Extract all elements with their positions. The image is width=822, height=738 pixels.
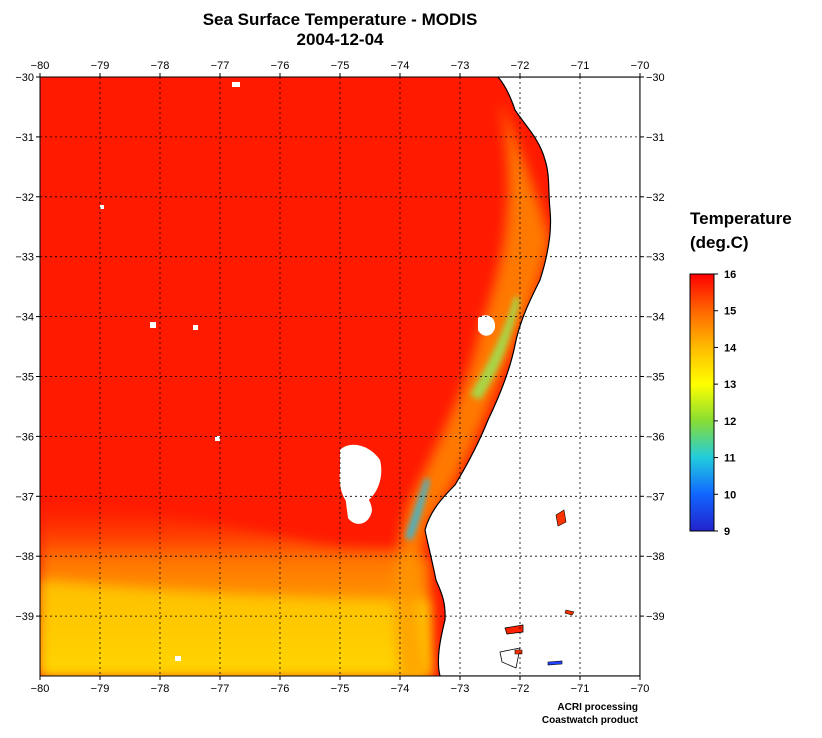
tick-label-lon-bottom: −78: [151, 683, 170, 695]
tick-label-lat-left: −35: [15, 372, 34, 384]
legend-label: 12: [724, 416, 736, 428]
legend-label: 15: [724, 306, 736, 318]
tick-label-lon-top: −70: [631, 60, 650, 72]
cloud-gap: [339, 444, 382, 506]
tick-label-lon-bottom: −72: [511, 683, 530, 695]
tick-label-lon-top: −76: [271, 60, 290, 72]
tick-label-lon-top: −78: [151, 60, 170, 72]
land-area: [424, 77, 640, 676]
tick-label-lon-bottom: −73: [451, 683, 470, 695]
tick-label-lat-left: −36: [15, 431, 34, 443]
tick-label-lon-top: −71: [571, 60, 590, 72]
credit-block: ACRI processing Coastwatch product: [510, 701, 638, 727]
legend-colorbar: [689, 273, 715, 532]
legend-label: 14: [724, 342, 737, 354]
tick-label-lat-right: −30: [646, 72, 665, 84]
tick-label-lat-right: −39: [646, 611, 665, 623]
axis-ticks: −80 −80 −79 −79 −78 −78 −77 −77 −76 −76 −75 −75 −74 −…: [15, 60, 664, 695]
tick-label-lat-left: −37: [15, 491, 34, 503]
cool-water-band-south: [40, 580, 430, 676]
tick-label-lon-top: −77: [211, 60, 230, 72]
lat-lon-grid: [40, 77, 640, 676]
tick-label-lat-left: −33: [15, 252, 34, 264]
cloud-gap: [345, 491, 372, 524]
legend-title: Temperature (deg.C): [690, 207, 792, 255]
tick-label-lon-top: −73: [451, 60, 470, 72]
island: [514, 649, 523, 655]
tick-label-lat-right: −34: [646, 312, 665, 324]
map-title-block: Sea Surface Temperature - MODIS 2004-12-…: [40, 10, 640, 50]
tick-label-lon-bottom: −77: [211, 683, 230, 695]
legend-label: 10: [724, 489, 736, 501]
tick-label-lon-bottom: −74: [391, 683, 410, 695]
tick-label-lat-left: −39: [15, 611, 34, 623]
tick-label-lon-bottom: −76: [271, 683, 290, 695]
cloud-gap: [478, 315, 496, 336]
tick-label-lon-top: −79: [91, 60, 110, 72]
tick-label-lat-right: −35: [646, 372, 665, 384]
tick-label-lon-top: −74: [391, 60, 410, 72]
upwelling-patch-north: [470, 295, 520, 400]
legend-label: 13: [724, 379, 736, 391]
tick-label-lon-bottom: −79: [91, 683, 110, 695]
legend-ticks: 16 15 14 13 12 11 10 9: [714, 269, 737, 538]
island: [499, 647, 521, 669]
tick-label-lat-right: −33: [646, 252, 665, 264]
tick-label-lon-top: −75: [331, 60, 350, 72]
legend-label: 16: [724, 269, 736, 281]
legend-title-line2: (deg.C): [690, 233, 749, 252]
tick-label-lon-top: −80: [31, 60, 50, 72]
map-date: 2004-12-04: [296, 30, 384, 49]
tick-label-lon-bottom: −71: [571, 683, 590, 695]
tick-label-lon-bottom: −75: [331, 683, 350, 695]
tick-label-lat-right: −38: [646, 551, 665, 563]
legend-title-line1: Temperature: [690, 209, 792, 228]
tick-label-lat-right: −31: [646, 132, 665, 144]
tick-label-lat-right: −36: [646, 431, 665, 443]
island: [547, 660, 563, 666]
tick-label-lat-left: −34: [15, 312, 34, 324]
tick-label-lon-top: −72: [511, 60, 530, 72]
tick-label-lat-right: −37: [646, 491, 665, 503]
island: [564, 609, 575, 616]
map-title: Sea Surface Temperature - MODIS: [202, 10, 478, 29]
tick-label-lat-left: −38: [15, 551, 34, 563]
tick-label-lon-bottom: −70: [631, 683, 650, 695]
tick-label-lat-left: −31: [15, 132, 34, 144]
island: [555, 509, 567, 527]
coastal-upwelling: [394, 100, 550, 676]
upwelling-patch-south: [405, 478, 430, 540]
credit-line2: Coastwatch product: [541, 715, 638, 726]
legend-label: 9: [724, 526, 730, 538]
legend-label: 11: [724, 453, 736, 465]
tick-label-lat-right: −32: [646, 192, 665, 204]
credit-line1: ACRI processing: [557, 702, 638, 713]
tick-label-lat-left: −30: [15, 72, 34, 84]
island: [504, 624, 524, 635]
tick-label-lat-left: −32: [15, 192, 34, 204]
tick-label-lon-bottom: −80: [31, 683, 50, 695]
